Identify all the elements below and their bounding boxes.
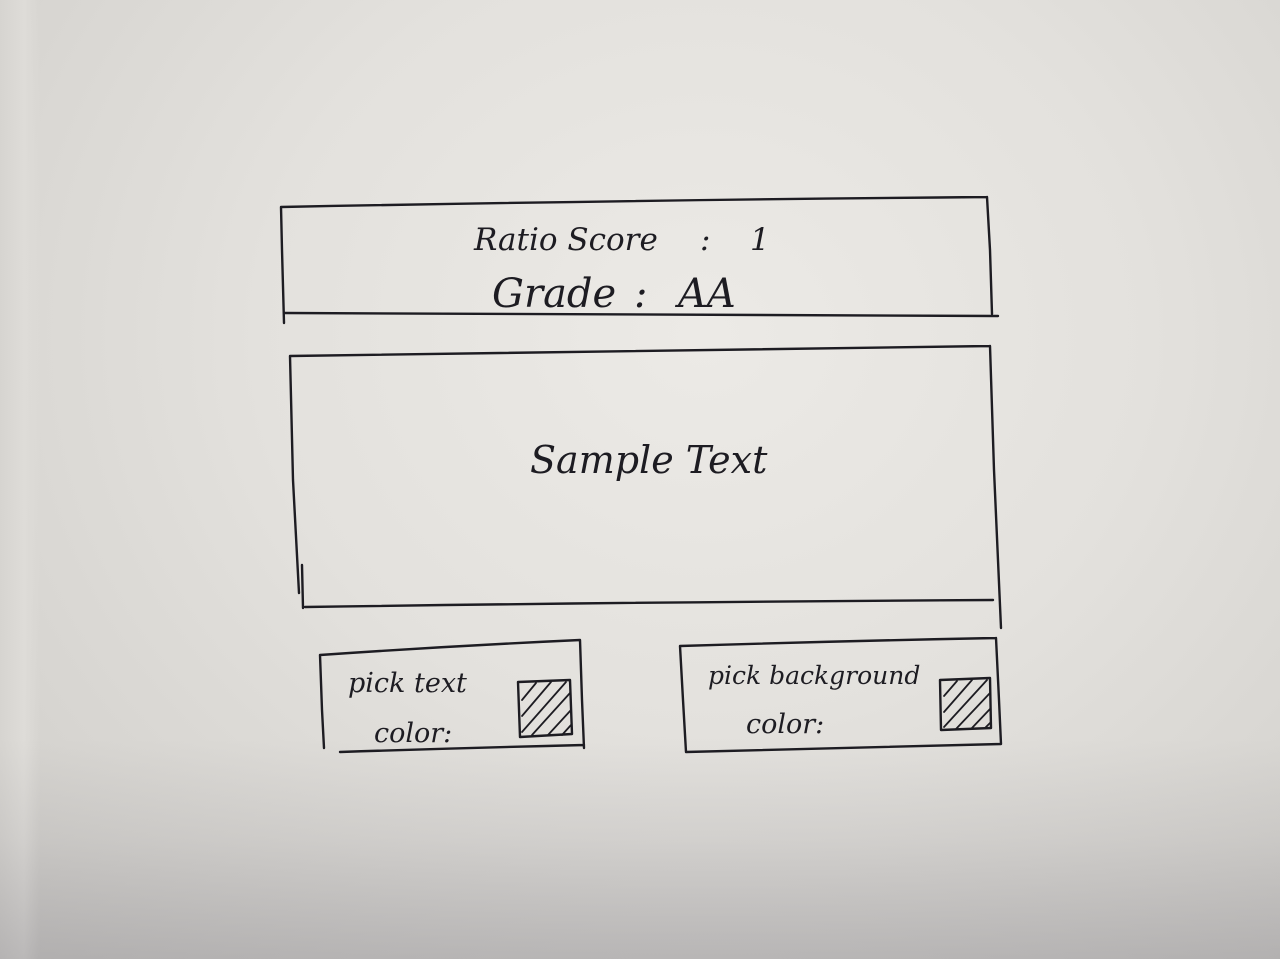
score-panel: Ratio Score : 1 Grade : AA: [279, 195, 1000, 325]
score-panel-frame: [279, 195, 1000, 325]
background-color-label-line2: color:: [746, 709, 824, 740]
text-color-swatch[interactable]: [514, 678, 574, 740]
sample-text: Sample Text: [530, 438, 768, 482]
background-color-label-line1: pick background: [708, 661, 920, 690]
ratio-score-value: 1: [750, 222, 770, 258]
text-color-picker-frame: [318, 638, 586, 754]
text-color-label-line2: color:: [374, 718, 452, 749]
background-color-picker-frame: [678, 636, 1003, 754]
text-color-label-line1: pick text: [348, 668, 467, 699]
grade-label: Grade: [492, 271, 616, 317]
grade-value: AA: [674, 271, 736, 317]
ratio-score-label: Ratio Score: [473, 222, 658, 258]
grade-separator: :: [634, 271, 647, 317]
sample-text-preview: Sample Text: [288, 344, 1003, 630]
background-color-swatch[interactable]: [936, 674, 994, 734]
preview-frame: [288, 344, 1003, 630]
background-color-picker: pick background color:: [678, 636, 1003, 754]
ratio-score-separator: :: [700, 222, 710, 258]
paper-shadow: [0, 739, 1280, 959]
paper-edge: [0, 0, 40, 959]
text-color-picker: pick text color:: [318, 638, 586, 754]
